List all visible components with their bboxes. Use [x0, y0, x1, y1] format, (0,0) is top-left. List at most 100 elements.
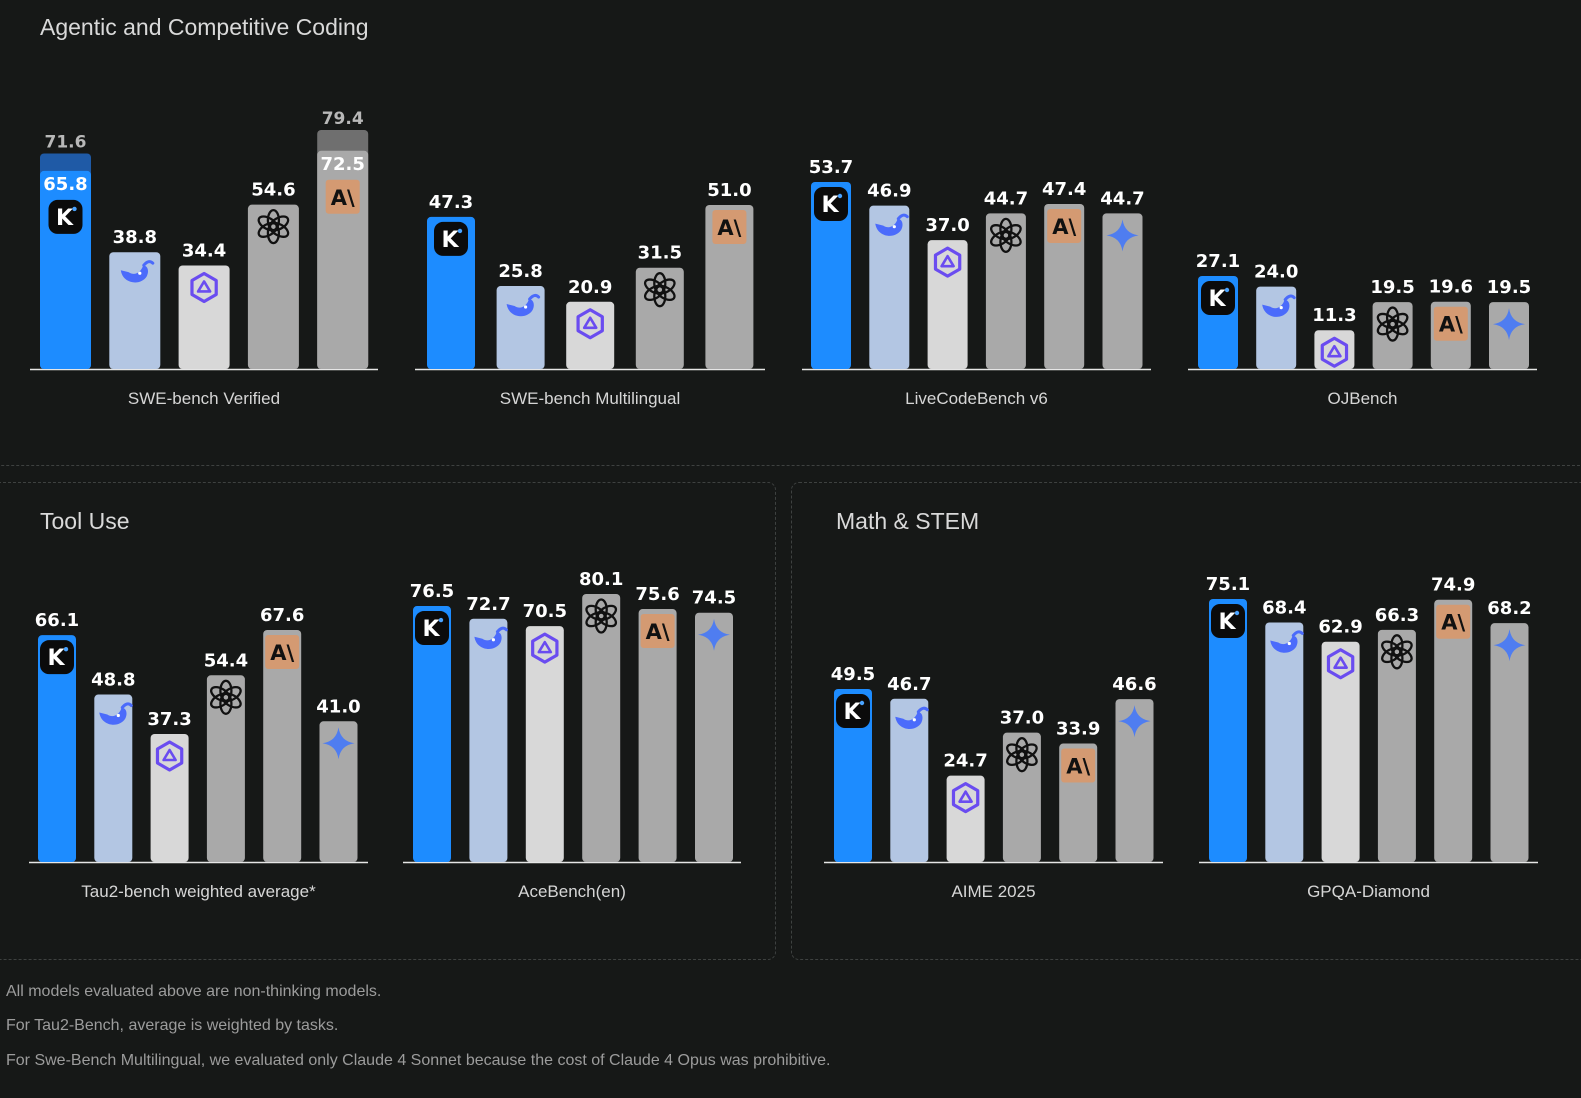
qwen-icon: [531, 632, 559, 664]
qwen-icon: [933, 246, 962, 278]
bar-value-label: 62.9: [1318, 617, 1362, 638]
bar-kimi: K: [413, 606, 451, 862]
footnote-swe-multilingual: For Swe-Bench Multilingual, we evaluated…: [6, 1052, 831, 1069]
bar-value-label: 33.9: [1056, 719, 1100, 740]
bar-gpt: [1372, 302, 1413, 369]
bar-claude: A\: [1430, 301, 1471, 369]
gpt-icon: [210, 679, 242, 715]
bar-value-label: 44.7: [1100, 188, 1144, 209]
qwen-icon: [1326, 648, 1355, 680]
bar-qwen: [1321, 641, 1360, 862]
bar-value-label: 72.5: [320, 154, 364, 175]
gemini-icon: [1118, 705, 1151, 738]
bar-extended-value-label: 79.4: [322, 109, 364, 129]
bar-rect-claude: [705, 205, 754, 369]
bar-value-label: 31.5: [638, 243, 682, 264]
bar-rect-deepseek: [890, 698, 929, 862]
bar-deepseek: [890, 698, 929, 862]
bar-rect-deepseek: [469, 618, 508, 862]
bar-deepseek: [869, 205, 910, 369]
bar-extended-value-label: 71.6: [45, 132, 87, 152]
bar-deepseek: [109, 252, 161, 369]
chart-1: K 71.6 65.8 38.8 34.4 54.6 A\ 79.4 72.5 SWE-bench…: [30, 109, 378, 408]
benchmark-label: SWE-bench Multilingual: [500, 389, 680, 408]
bar-kimi: K: [40, 153, 91, 369]
deepseek-icon: [506, 293, 541, 317]
deepseek-icon: [1262, 294, 1296, 317]
bar-gpt: [206, 675, 245, 862]
claude-icon: A\: [265, 635, 300, 669]
gemini-icon: [1106, 219, 1139, 252]
gpt-icon: [1376, 306, 1409, 342]
svg-text:K: K: [821, 193, 839, 218]
chart-2: K 47.3 25.8 20.9 31.5 A\ 51.0 SWE-bench Multili…: [415, 180, 765, 408]
bar-value-label: 24.7: [943, 751, 987, 772]
bar-claude: A\: [1434, 599, 1473, 862]
bar-value-label: 68.2: [1487, 598, 1531, 619]
bar-gpt: [582, 594, 621, 862]
bar-claude: A\: [705, 205, 754, 369]
bar-value-label: 47.4: [1042, 179, 1086, 200]
bar-rect-qwen: [1314, 330, 1355, 369]
svg-text:A\: A\: [1066, 755, 1090, 779]
footnote-non-thinking: All models evaluated above are non-think…: [6, 983, 382, 1000]
bar-rect-qwen: [566, 301, 615, 369]
bar-value-label: 19.5: [1370, 277, 1414, 298]
gemini-icon: [322, 727, 355, 760]
bar-rect-claude: [1044, 203, 1085, 369]
chart-3: K 53.7 46.9 37.0 44.7 A\ 47.4 44.7 LiveCodeBench…: [802, 157, 1151, 408]
bar-gemini: [1115, 699, 1154, 862]
bar-gpt: [635, 267, 684, 369]
qwen-icon: [155, 740, 184, 772]
bar-rect-gemini: [319, 721, 358, 862]
bar-kimi: K: [427, 216, 475, 369]
svg-text:K: K: [47, 646, 65, 671]
bar-rect-kimi: [834, 689, 872, 862]
bar-rect-claude: [263, 630, 302, 862]
benchmark-label: Tau2-bench weighted average*: [81, 882, 316, 901]
bar-gpt: [247, 204, 299, 369]
svg-text:K: K: [1218, 610, 1236, 635]
kimi-icon: K: [415, 611, 449, 646]
bar-gemini: [1490, 623, 1529, 862]
bar-rect-qwen: [1321, 641, 1360, 862]
claude-icon: A\: [1061, 748, 1096, 783]
bar-gemini: [695, 612, 733, 862]
bar-claude: A\: [1059, 743, 1098, 862]
bar-value-label: 38.8: [113, 227, 157, 248]
svg-text:A\: A\: [1441, 611, 1465, 635]
bar-rect-gpt: [582, 594, 621, 862]
bar-value-label: 46.6: [1112, 674, 1156, 695]
bar-rect-claude: [1434, 599, 1473, 862]
bar-claude: A\: [638, 609, 677, 862]
bar-value-label: 72.7: [466, 594, 510, 615]
benchmark-label: SWE-bench Verified: [128, 389, 280, 408]
bar-claude: A\: [1044, 203, 1085, 369]
footnote-tau2: For Tau2-Bench, average is weighted by t…: [6, 1017, 339, 1034]
kimi-icon: K: [434, 221, 468, 256]
bar-value-label: 49.5: [831, 664, 875, 685]
kimi-icon: K: [40, 640, 74, 675]
bar-rect-kimi: [1209, 599, 1247, 862]
bar-value-label: 53.7: [809, 157, 853, 178]
bar-rect-deepseek: [1256, 286, 1297, 369]
gpt-icon: [1381, 634, 1413, 670]
bar-value-label: 19.5: [1487, 277, 1531, 298]
svg-text:A\: A\: [717, 216, 741, 240]
bar-value-label: 75.1: [1206, 574, 1250, 595]
bar-rect-kimi: [38, 635, 76, 862]
gemini-icon: [1493, 629, 1526, 662]
bar-kimi: K: [1209, 599, 1247, 862]
bar-kimi: K: [38, 635, 76, 862]
bar-deepseek: [496, 286, 545, 369]
bar-deepseek: [94, 694, 133, 862]
section-title-tool-use: Tool Use: [40, 508, 130, 534]
qwen-icon: [576, 308, 604, 340]
gemini-icon: [698, 618, 730, 651]
bar-value-label: 76.5: [410, 581, 454, 602]
bar-value-label: 70.5: [523, 601, 567, 622]
bar-rect-gemini: [1490, 623, 1529, 862]
bar-gpt: [1002, 732, 1041, 862]
claude-icon: A\: [1436, 604, 1471, 639]
bar-rect-deepseek: [869, 205, 910, 369]
